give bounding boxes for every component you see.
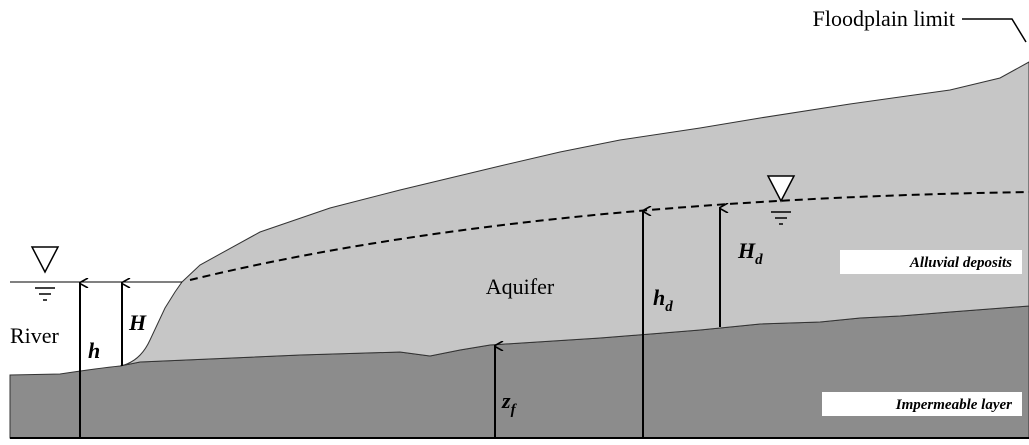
symbol-sub: d <box>665 299 673 315</box>
water-symbol <box>766 175 796 225</box>
symbol-zf: zf <box>501 388 518 418</box>
symbol-main: H <box>737 238 756 263</box>
label-box <box>840 250 1022 274</box>
river-label: River <box>10 323 60 348</box>
symbol-h: h <box>88 338 100 363</box>
symbol-main: z <box>501 388 511 413</box>
alluvial-label: Alluvial deposits <box>909 255 1012 271</box>
water-symbol <box>30 246 60 301</box>
floodplain-pointer <box>962 18 1027 43</box>
floodplain-label: Floodplain limit <box>813 6 955 31</box>
symbol-main: h <box>653 285 665 310</box>
impermeable-label: Impermeable layer <box>895 397 1012 413</box>
aquifer <box>119 61 1029 367</box>
symbol-H: H <box>128 310 147 335</box>
aquifer-label: Aquifer <box>486 274 555 299</box>
water-table <box>189 191 1029 281</box>
symbol-hd: hd <box>653 285 673 315</box>
symbol-sub: d <box>755 252 763 268</box>
label-box <box>822 392 1022 416</box>
symbol-Hd: Hd <box>737 238 763 268</box>
symbol-sub: f <box>511 402 518 418</box>
